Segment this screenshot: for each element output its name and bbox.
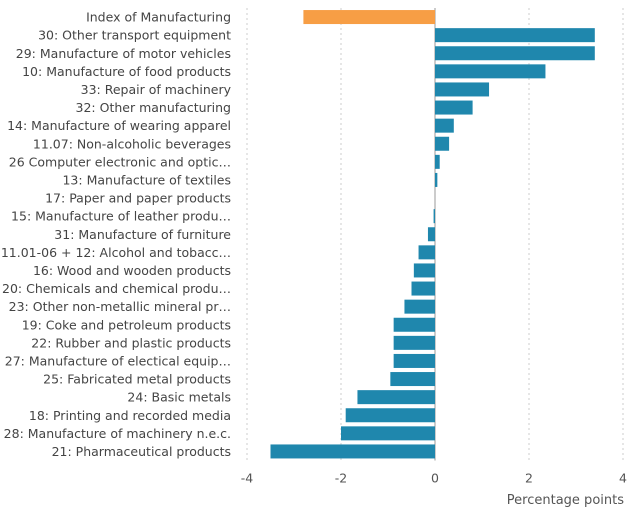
bar (341, 426, 435, 441)
x-tick-label: -4 (241, 471, 254, 486)
bar (435, 118, 454, 133)
category-label: 26 Computer electronic and optic… (9, 154, 231, 169)
bar (404, 299, 435, 314)
category-label: 22: Rubber and plastic products (31, 335, 231, 350)
category-label: 24: Basic metals (127, 390, 231, 405)
category-label: 30: Other transport equipment (38, 28, 231, 43)
category-label: 32: Other manufacturing (76, 100, 231, 115)
category-label: 20: Chemicals and chemical produ… (2, 281, 231, 296)
bar (357, 390, 435, 405)
bar (393, 317, 435, 332)
bar (393, 335, 435, 350)
category-label: 25: Fabricated metal products (43, 372, 231, 387)
bar (435, 28, 595, 43)
bar (435, 82, 490, 97)
category-label: 28: Manufacture of machinery n.e.c. (4, 426, 231, 441)
category-label: 19: Coke and petroleum products (22, 317, 231, 332)
category-label: 21: Pharmaceutical products (52, 444, 231, 459)
bar (435, 46, 595, 61)
category-label: 29: Manufacture of motor vehicles (16, 46, 231, 61)
category-label: 31: Manufacture of furniture (54, 227, 231, 242)
category-label: 10: Manufacture of food products (22, 64, 231, 79)
bar (418, 245, 435, 260)
bar (390, 372, 435, 387)
category-label: 33: Repair of machinery (81, 82, 232, 97)
bar (435, 136, 450, 151)
category-label: 17: Paper and paper products (45, 191, 231, 206)
bar (411, 281, 435, 296)
bar (393, 353, 435, 368)
category-label: 16: Wood and wooden products (33, 263, 231, 278)
category-label: 14: Manufacture of wearing apparel (7, 118, 231, 133)
x-tick-label: -2 (335, 471, 347, 486)
bar (435, 100, 473, 115)
category-label: Index of Manufacturing (86, 10, 231, 25)
x-axis-title: Percentage points (507, 493, 624, 508)
category-label: 23: Other non-metallic mineral pr… (9, 299, 231, 314)
bar (270, 444, 435, 459)
bar (427, 227, 435, 242)
bar (435, 172, 438, 187)
x-tick-label: 0 (431, 471, 439, 486)
category-label: 13: Manufacture of textiles (62, 172, 231, 187)
bar (433, 209, 435, 224)
category-label: 11.01-06 + 12: Alcohol and tobacc… (1, 245, 231, 260)
x-tick-labels: -4 -2 0 2 4 (241, 471, 627, 486)
category-label: 11.07: Non-alcoholic beverages (33, 136, 231, 151)
bars (270, 10, 595, 459)
bar (435, 64, 546, 79)
x-tick-label: 4 (619, 471, 627, 486)
category-label: 27: Manufacture of electical equip… (5, 353, 231, 368)
bar (345, 408, 435, 423)
bar (435, 154, 440, 169)
category-labels: Index of Manufacturing 30: Other transpor… (1, 10, 232, 459)
x-tick-label: 2 (525, 471, 533, 486)
category-label: 18: Printing and recorded media (29, 408, 231, 423)
bar (303, 10, 435, 25)
bar (413, 263, 435, 278)
category-label: 15: Manufacture of leather produ… (11, 209, 231, 224)
